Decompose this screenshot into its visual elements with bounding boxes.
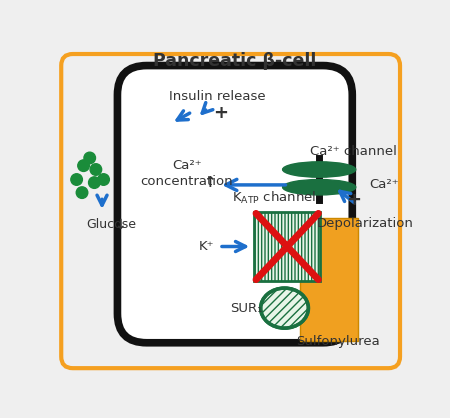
Text: Insulin release: Insulin release [169,90,266,103]
Text: ↑: ↑ [203,175,216,190]
Bar [255,212,320,281]
Circle shape [76,187,88,199]
Circle shape [98,174,109,185]
Circle shape [71,174,82,185]
Ellipse shape [283,162,356,177]
Circle shape [78,160,90,171]
Text: Ca²⁺ channel: Ca²⁺ channel [310,145,397,158]
Bar [300,218,358,341]
Ellipse shape [261,288,308,328]
Text: +: + [346,191,361,209]
Text: Glucose: Glucose [87,218,137,231]
Text: +: + [213,104,228,122]
Text: Depolarization: Depolarization [317,217,414,230]
Text: ↓: ↓ [115,218,126,232]
Text: K$_\mathregular{ATP}$ channel: K$_\mathregular{ATP}$ channel [232,190,317,206]
Circle shape [84,152,95,164]
Text: Pancreatic β-cell: Pancreatic β-cell [153,52,316,70]
Text: SUR₁: SUR₁ [230,302,262,315]
Ellipse shape [283,179,356,195]
Text: Ca²⁺: Ca²⁺ [369,178,399,191]
FancyBboxPatch shape [117,66,352,343]
FancyBboxPatch shape [61,54,400,368]
Circle shape [89,177,100,189]
Circle shape [90,164,102,175]
Text: Ca²⁺
concentration: Ca²⁺ concentration [140,159,233,188]
Text: K⁺: K⁺ [199,240,215,253]
Text: Sulfonylurea: Sulfonylurea [297,335,380,348]
